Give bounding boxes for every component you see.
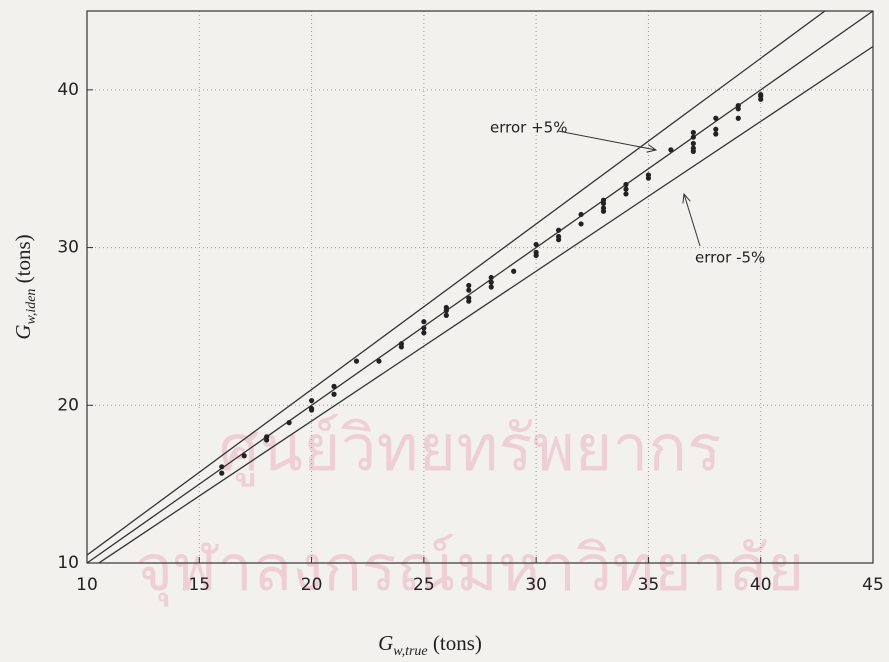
point bbox=[736, 103, 741, 108]
point bbox=[691, 135, 696, 140]
point bbox=[331, 384, 336, 389]
x-tick-label: 45 bbox=[862, 575, 884, 595]
point bbox=[399, 341, 404, 346]
point bbox=[713, 127, 718, 132]
point bbox=[623, 182, 628, 187]
point bbox=[511, 269, 516, 274]
x-tick-label: 35 bbox=[638, 575, 660, 595]
y-tick-label: 40 bbox=[57, 80, 79, 100]
point bbox=[691, 146, 696, 151]
point bbox=[376, 359, 381, 364]
watermark: จุฬาลงกรณ์มหาวิทยาลัย bbox=[136, 532, 805, 607]
point bbox=[691, 141, 696, 146]
point bbox=[309, 406, 314, 411]
x-tick-label: 40 bbox=[750, 575, 772, 595]
y-axis-label: Gw,iden (tons) bbox=[11, 234, 39, 339]
point bbox=[444, 305, 449, 310]
x-axis-label: Gw,true (tons) bbox=[378, 631, 482, 659]
point bbox=[556, 234, 561, 239]
point bbox=[691, 130, 696, 135]
point bbox=[668, 147, 673, 152]
x-tick-label: 10 bbox=[76, 575, 98, 595]
point bbox=[489, 280, 494, 285]
point bbox=[623, 187, 628, 192]
point bbox=[578, 212, 583, 217]
x-tick-label: 15 bbox=[188, 575, 210, 595]
annotation: error -5% bbox=[695, 249, 765, 267]
point bbox=[646, 172, 651, 177]
point bbox=[466, 295, 471, 300]
point bbox=[713, 131, 718, 136]
point bbox=[713, 116, 718, 121]
point bbox=[601, 198, 606, 203]
point bbox=[489, 284, 494, 289]
point bbox=[736, 116, 741, 121]
point bbox=[466, 283, 471, 288]
point bbox=[264, 434, 269, 439]
x-tick-label: 20 bbox=[301, 575, 323, 595]
point bbox=[758, 92, 763, 97]
point bbox=[466, 288, 471, 293]
point bbox=[489, 275, 494, 280]
point bbox=[331, 392, 336, 397]
point bbox=[534, 250, 539, 255]
y-tick-label: 30 bbox=[57, 238, 79, 258]
point bbox=[534, 242, 539, 247]
reference-line bbox=[87, 46, 873, 570]
point bbox=[287, 420, 292, 425]
annotation-arrow bbox=[684, 194, 700, 246]
point bbox=[623, 191, 628, 196]
x-tick-label: 25 bbox=[413, 575, 435, 595]
point bbox=[556, 228, 561, 233]
point bbox=[421, 325, 426, 330]
watermark: ศูนย์วิทยทรัพยากร bbox=[219, 412, 722, 487]
point bbox=[242, 453, 247, 458]
point bbox=[219, 471, 224, 476]
point bbox=[421, 319, 426, 324]
point bbox=[309, 398, 314, 403]
point bbox=[601, 206, 606, 211]
annotation-arrow bbox=[558, 131, 656, 150]
point bbox=[354, 359, 359, 364]
point bbox=[444, 313, 449, 318]
point bbox=[219, 464, 224, 469]
chart: ศูนย์วิทยทรัพยากร จุฬาลงกรณ์มหาวิทยาลัย … bbox=[0, 0, 889, 662]
y-tick-label: 20 bbox=[57, 395, 79, 415]
x-tick-label: 30 bbox=[525, 575, 547, 595]
y-tick-label: 10 bbox=[57, 553, 79, 573]
annotation: error +5% bbox=[490, 119, 567, 137]
point bbox=[578, 221, 583, 226]
point bbox=[421, 330, 426, 335]
